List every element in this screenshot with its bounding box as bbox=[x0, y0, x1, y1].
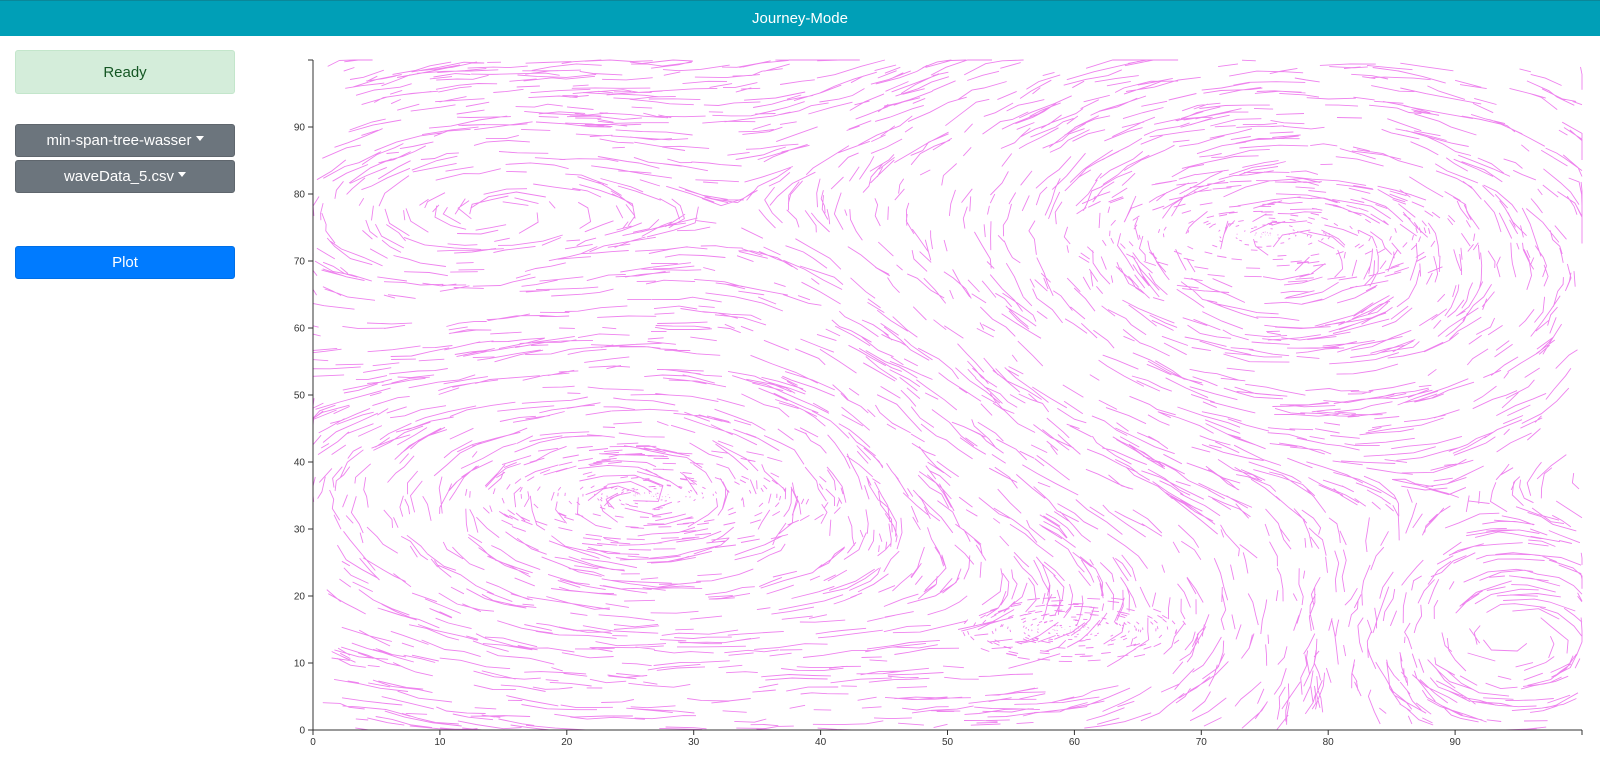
y-tick-label: 20 bbox=[294, 592, 306, 603]
plot-button-label: Plot bbox=[112, 254, 138, 271]
x-tick-label: 40 bbox=[815, 737, 827, 748]
y-tick-label: 40 bbox=[294, 458, 306, 469]
dataset-dropdown-button[interactable]: waveData_5.csv bbox=[15, 160, 235, 193]
y-tick-label: 80 bbox=[294, 190, 306, 201]
mst-edges-series bbox=[312, 59, 1583, 731]
y-tick-label: 90 bbox=[294, 123, 306, 134]
x-tick-label: 10 bbox=[434, 737, 446, 748]
algorithm-dropdown-button[interactable]: min-span-tree-wasser bbox=[15, 124, 235, 157]
x-tick-label: 50 bbox=[942, 737, 954, 748]
plot-button[interactable]: Plot bbox=[15, 246, 235, 279]
status-badge: Ready bbox=[15, 50, 235, 94]
axes-layer: 0 10 20 30 40 50 60 70 80 90 0 10 20 30 40 50 60 70 80 90 bbox=[294, 59, 1583, 748]
x-tick-label: 90 bbox=[1450, 737, 1462, 748]
x-tick-label: 20 bbox=[561, 737, 573, 748]
x-tick-label: 80 bbox=[1323, 737, 1335, 748]
algorithm-dropdown-label: min-span-tree-wasser bbox=[46, 132, 192, 149]
status-text: Ready bbox=[103, 63, 147, 81]
app-title-bar: Journey-Mode bbox=[0, 0, 1600, 36]
x-tick-label: 70 bbox=[1196, 737, 1208, 748]
dataset-dropdown-label: waveData_5.csv bbox=[63, 168, 175, 185]
y-tick-label: 50 bbox=[294, 391, 306, 402]
y-tick-label: 60 bbox=[294, 324, 306, 335]
x-tick-label: 60 bbox=[1069, 737, 1081, 748]
y-tick-label: 30 bbox=[294, 525, 306, 536]
x-tick-label: 0 bbox=[310, 737, 316, 748]
caret-down-icon bbox=[178, 172, 187, 177]
y-tick-label: 0 bbox=[299, 726, 305, 737]
y-tick-label: 70 bbox=[294, 257, 306, 268]
sidebar: Ready min-span-tree-wasser waveData_5.cs… bbox=[15, 50, 235, 279]
x-tick-label: 30 bbox=[688, 737, 700, 748]
y-tick-label: 10 bbox=[294, 659, 306, 670]
app-title: Journey-Mode bbox=[752, 10, 848, 27]
caret-down-icon bbox=[195, 136, 204, 141]
edge-layer bbox=[312, 59, 1583, 731]
